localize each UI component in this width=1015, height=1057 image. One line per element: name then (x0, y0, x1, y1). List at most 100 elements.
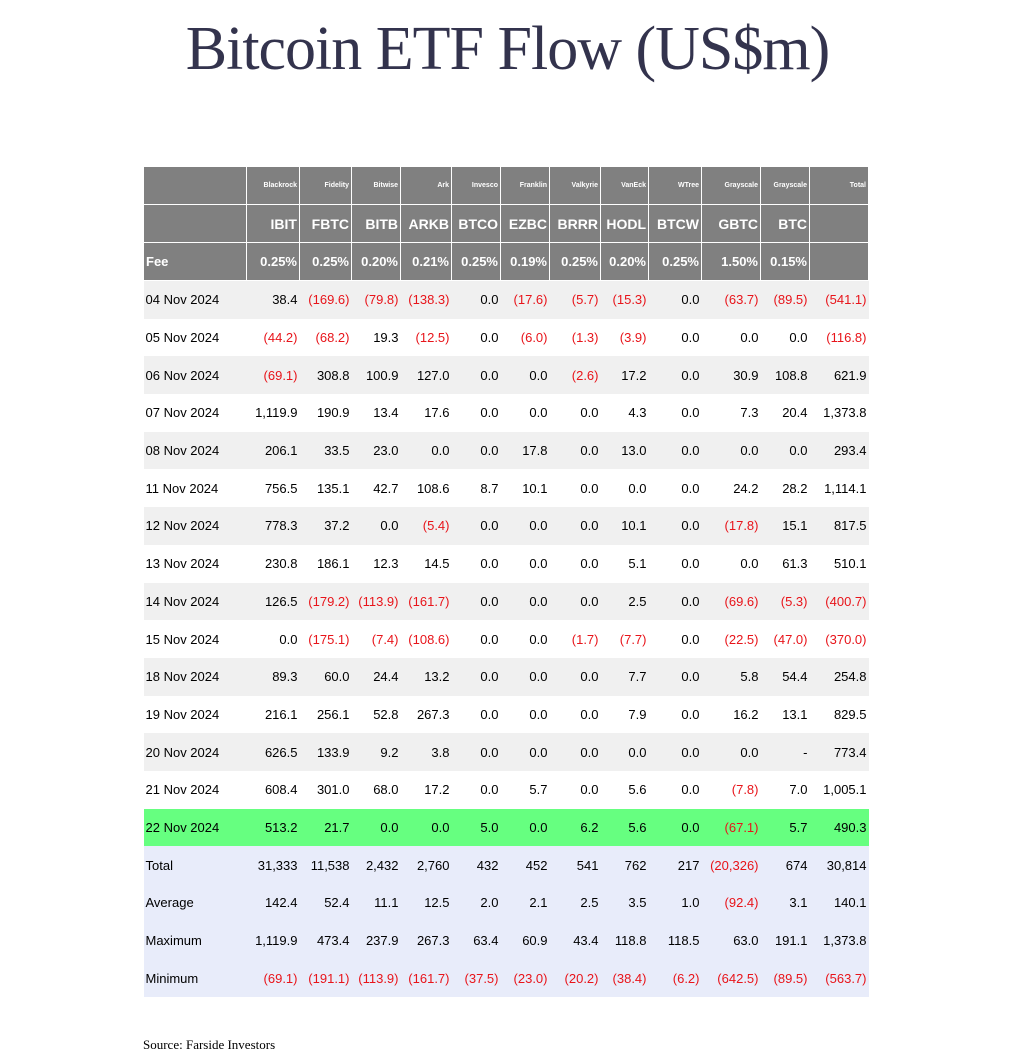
flow-cell: 1,119.9 (246, 394, 300, 432)
flow-cell: 0.0 (451, 394, 501, 432)
flow-cell: (22.5) (701, 620, 761, 658)
flow-cell: 0.0 (451, 544, 501, 583)
flow-cell: 0.0 (400, 431, 452, 470)
fee: 0.25% (451, 242, 501, 281)
flow-cell: (67.1) (701, 808, 761, 847)
flow-cell: 267.3 (400, 695, 452, 734)
flow-cell: 0.0 (500, 356, 550, 395)
provider-name: VanEck (600, 166, 649, 205)
summary-cell: 1,373.8 (809, 921, 869, 960)
provider-name: Bitwise (351, 166, 401, 205)
flow-cell: 0.0 (500, 507, 550, 545)
flow-cell: (1.7) (549, 620, 601, 658)
flow-cell: 1,114.1 (809, 469, 869, 508)
flow-cell: (12.5) (400, 318, 452, 357)
flow-cell: 190.9 (299, 394, 352, 432)
date-cell: 20 Nov 2024 (143, 733, 247, 771)
flow-cell: 0.0 (451, 733, 501, 771)
ticker: HODL (600, 204, 649, 243)
date-cell: 18 Nov 2024 (143, 657, 247, 696)
flow-cell: 52.8 (351, 695, 401, 734)
data-row: 15 Nov 2024 0.0 (175.1) (7.4) (108.6) 0.0 0.0(… (143, 620, 869, 658)
provider-row: Blackrock Fidelity Bitwise Ark Invesco Frankl… (143, 166, 869, 205)
flow-cell: 0.0 (648, 657, 702, 696)
flow-cell: 0.0 (549, 695, 601, 734)
flow-cell: 5.0 (451, 808, 501, 847)
flow-cell: (68.2) (299, 318, 352, 357)
data-row: 08 Nov 2024 206.1 33.5 23.0 0.0 0.0 17.8 0.0 13.… (143, 431, 869, 470)
date-cell: 04 Nov 2024 (143, 280, 247, 319)
summary-cell: 2.0 (451, 884, 501, 922)
ticker-row: IBIT FBTC BITB ARKB BTCO EZBC BRRR HODL BTCW GBTC… (143, 204, 869, 243)
summary-label: Maximum (143, 921, 247, 960)
fee: 0.25% (246, 242, 300, 281)
flow-cell: 0.0 (549, 469, 601, 508)
summary-cell: (38.4) (600, 959, 649, 998)
summary-cell: 30,814 (809, 846, 869, 884)
flow-cell: 12.3 (351, 544, 401, 583)
flow-cell: 33.5 (299, 431, 352, 470)
flow-cell: 0.0 (648, 544, 702, 583)
date-cell: 13 Nov 2024 (143, 544, 247, 583)
data-row: 04 Nov 2024 38.4 (169.6) (79.8) (138.3) 0.0 (1… (143, 280, 869, 319)
summary-cell: 31,333 (246, 846, 300, 884)
ticker: EZBC (500, 204, 550, 243)
flow-cell: 0.0 (451, 620, 501, 658)
ticker: BRRR (549, 204, 601, 243)
fee-row: Fee 0.25% 0.25% 0.20% 0.21% 0.25% 0.19% 0.25% 0.… (143, 242, 869, 281)
summary-cell: (161.7) (400, 959, 452, 998)
flow-cell: 6.2 (549, 808, 601, 847)
flow-cell: (5.4) (400, 507, 452, 545)
flow-cell: 308.8 (299, 356, 352, 395)
summary-cell: 267.3 (400, 921, 452, 960)
flow-cell: 4.3 (600, 394, 649, 432)
flow-cell: 186.1 (299, 544, 352, 583)
flow-cell: 9.2 (351, 733, 401, 771)
flow-cell: (69.6) (701, 582, 761, 621)
flow-cell: (44.2) (246, 318, 300, 357)
fee-label: Fee (143, 242, 247, 281)
summary-cell: 63.0 (701, 921, 761, 960)
summary-cell: (69.1) (246, 959, 300, 998)
summary-cell: (113.9) (351, 959, 401, 998)
flow-cell: 0.0 (451, 582, 501, 621)
ticker: FBTC (299, 204, 352, 243)
flow-cell: 0.0 (451, 695, 501, 734)
flow-cell: 100.9 (351, 356, 401, 395)
flow-cell: 778.3 (246, 507, 300, 545)
flow-cell: 42.7 (351, 469, 401, 508)
fee: 1.50% (701, 242, 761, 281)
flow-cell: 0.0 (648, 431, 702, 470)
provider-name: Grayscale (760, 166, 810, 205)
summary-cell: 217 (648, 846, 702, 884)
flow-cell: 108.6 (400, 469, 452, 508)
summary-cell: 1.0 (648, 884, 702, 922)
flow-cell: 13.1 (760, 695, 810, 734)
flow-cell: 0.0 (648, 582, 702, 621)
summary-cell: 2.5 (549, 884, 601, 922)
flow-cell: 89.3 (246, 657, 300, 696)
table-header: Blackrock Fidelity Bitwise Ark Invesco Frankl… (143, 166, 869, 281)
flow-cell: 756.5 (246, 469, 300, 508)
flow-cell: (79.8) (351, 280, 401, 319)
summary-cell: (191.1) (299, 959, 352, 998)
data-row: 19 Nov 2024 216.1 256.1 52.8 267.3 0.0 0.0 0.0 7… (143, 695, 869, 734)
summary-cell: 63.4 (451, 921, 501, 960)
flow-cell: 0.0 (549, 733, 601, 771)
flow-cell: 0.0 (500, 733, 550, 771)
page-title: Bitcoin ETF Flow (US$m) (185, 15, 831, 83)
flow-cell: 0.0 (400, 808, 452, 847)
flow-cell: (89.5) (760, 280, 810, 319)
flow-cell: 126.5 (246, 582, 300, 621)
date-cell: 19 Nov 2024 (143, 695, 247, 734)
flow-cell: (169.6) (299, 280, 352, 319)
summary-cell: 142.4 (246, 884, 300, 922)
fee: 0.25% (549, 242, 601, 281)
data-row: 06 Nov 2024 (69.1) 308.8 100.9 127.0 0.0 0.0 (2… (143, 356, 869, 395)
summary-cell: 674 (760, 846, 810, 884)
flow-cell: 135.1 (299, 469, 352, 508)
fee: 0.25% (299, 242, 352, 281)
flow-cell: (69.1) (246, 356, 300, 395)
flow-cell: (63.7) (701, 280, 761, 319)
